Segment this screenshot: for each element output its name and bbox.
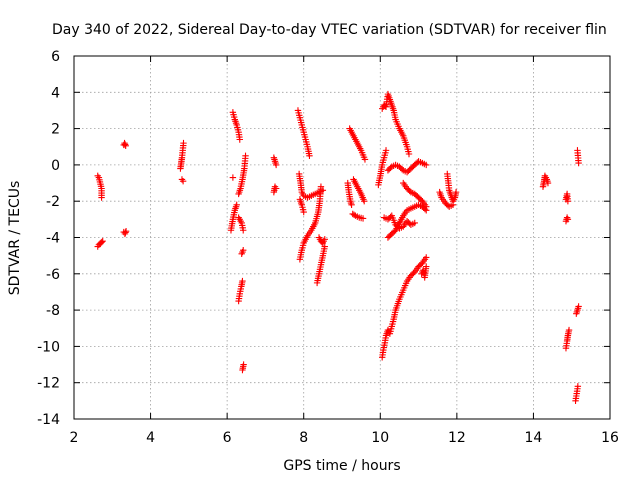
data-point [359, 215, 367, 222]
x-tick-label: 14 [525, 430, 543, 446]
data-point [242, 152, 249, 160]
data-points [94, 90, 582, 405]
data-point [240, 247, 247, 254]
data-point [361, 156, 369, 163]
data-point [317, 183, 325, 190]
data-point [272, 161, 280, 169]
x-tick-label: 12 [448, 430, 466, 446]
data-point [179, 178, 187, 185]
y-tick-label: 2 [51, 122, 60, 138]
x-tick-labels: 2 4 6 8 10 12 14 16 [70, 430, 619, 446]
x-axis-label: GPS time / hours [283, 458, 400, 474]
data-point [121, 141, 129, 148]
data-point [272, 185, 280, 192]
data-point [350, 211, 358, 219]
data-point [300, 208, 307, 216]
data-point [121, 139, 128, 147]
data-point [121, 230, 129, 238]
data-point [306, 152, 313, 160]
x-tick-label: 6 [223, 430, 232, 446]
chart-title: Day 340 of 2022, Sidereal Day-to-day VTE… [52, 22, 607, 38]
data-point [423, 203, 430, 210]
data-point [574, 383, 582, 390]
data-point [449, 201, 457, 209]
y-tick-label: -6 [46, 267, 60, 283]
data-point [99, 237, 106, 245]
data-point [229, 174, 237, 181]
y-tick-label: 6 [51, 49, 60, 65]
data-point [122, 227, 130, 235]
data-point [180, 139, 187, 147]
data-point [321, 243, 328, 250]
data-point [98, 238, 105, 246]
data-point [423, 161, 430, 169]
data-point [240, 361, 247, 368]
x-tick-label: 4 [146, 430, 155, 446]
y-tick-label: -4 [46, 231, 60, 247]
x-tick-label: 10 [371, 430, 389, 446]
y-tick-label: -2 [46, 194, 60, 210]
data-point [348, 201, 355, 209]
data-point [564, 198, 572, 205]
data-point [361, 198, 368, 205]
data-point [565, 326, 573, 334]
data-point [575, 303, 582, 310]
data-point [423, 254, 430, 261]
y-tick-label: 4 [51, 85, 60, 101]
data-point [236, 136, 243, 143]
data-point [411, 219, 418, 227]
data-point [98, 194, 105, 201]
x-tick-label: 8 [299, 430, 308, 446]
axis-ticks [73, 55, 611, 420]
data-point [321, 236, 328, 243]
data-point [575, 159, 582, 167]
data-point [240, 227, 247, 234]
data-point [239, 277, 246, 285]
x-tick-label: 16 [601, 430, 619, 446]
grid-lines [74, 56, 610, 419]
y-axis-label: SDTVAR / TECUs [7, 181, 23, 296]
y-tick-label: -12 [37, 376, 60, 392]
data-point [122, 229, 129, 236]
y-tick-labels: -14 -12 -10 -8 -6 -4 -2 0 2 4 6 [37, 49, 60, 428]
x-tick-label: 2 [70, 430, 79, 446]
y-tick-label: 0 [51, 158, 60, 174]
y-tick-label: -14 [37, 412, 60, 428]
data-point [382, 147, 390, 154]
data-point [544, 179, 552, 187]
y-tick-label: -10 [37, 339, 60, 355]
y-tick-label: -8 [46, 303, 60, 319]
data-point [423, 263, 430, 270]
data-point [452, 188, 460, 196]
data-point [405, 150, 413, 158]
data-point [122, 142, 129, 150]
data-point [233, 201, 240, 209]
data-point [564, 216, 572, 223]
